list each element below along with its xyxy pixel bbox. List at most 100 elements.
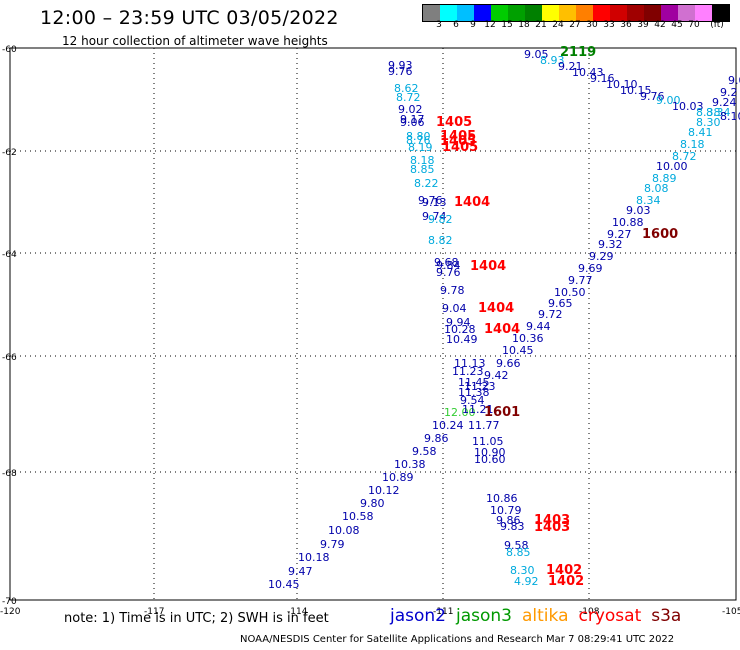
wave-height-reading: 8.34 xyxy=(706,106,731,119)
color-scale-cell xyxy=(542,5,559,21)
color-scale-cell xyxy=(559,5,576,21)
wave-height-reading: 10.12 xyxy=(368,484,400,497)
color-scale-label: 6 xyxy=(453,20,459,30)
wave-height-reading: 10.10 xyxy=(606,78,638,91)
time-label: 1600 xyxy=(642,227,678,242)
color-scale-label: 21 xyxy=(535,20,547,30)
wave-height-reading: 8.89 xyxy=(652,172,677,185)
time-label: 1402 xyxy=(546,563,582,578)
wave-height-reading: 9.54 xyxy=(460,394,485,407)
legend-cryosat: cryosat xyxy=(578,606,642,626)
wave-height-reading: 9.83 xyxy=(500,520,525,533)
wave-height-reading: 10.36 xyxy=(512,332,544,345)
color-scale-cell xyxy=(491,5,508,21)
wave-height-reading: 8.85 xyxy=(506,546,531,559)
wave-height-reading: 9.72 xyxy=(538,308,563,321)
wave-height-reading: 9.74 xyxy=(422,210,447,223)
wave-height-reading: 9.03 xyxy=(626,204,651,217)
wave-height-reading: 9.79 xyxy=(320,538,345,551)
wave-height-reading: 8.72 xyxy=(396,91,421,104)
wave-height-reading: 11.05 xyxy=(472,435,504,448)
color-scale-cell xyxy=(644,5,661,21)
wave-height-reading: 8.22 xyxy=(414,177,439,190)
wave-height-reading: 9.29 xyxy=(589,250,614,263)
wave-height-reading: 9.82 xyxy=(428,213,453,226)
color-scale-label: 12 xyxy=(484,20,496,30)
wave-height-reading: 10.89 xyxy=(382,471,414,484)
footer-note: note: 1) Time is in UTC; 2) SWH is in fe… xyxy=(64,611,329,626)
wave-height-reading: 8.80 xyxy=(406,130,431,143)
lon-label: -114 xyxy=(287,607,308,617)
wave-height-reading: 9.80 xyxy=(360,497,385,510)
color-scale-label: 70 xyxy=(688,20,700,30)
wave-height-reading: 8.72 xyxy=(672,150,697,163)
wave-height-reading: 9.76 xyxy=(640,90,665,103)
wave-height-reading: 9.21 xyxy=(558,60,583,73)
wave-height-reading: 8.76 xyxy=(406,134,431,147)
wave-height-reading: 8.41 xyxy=(688,126,713,139)
wave-height-reading: 10.45 xyxy=(268,578,300,591)
wave-height-reading: 10.50 xyxy=(554,286,586,299)
color-scale-cell xyxy=(661,5,678,21)
wave-height-reading: 9.86 xyxy=(496,514,521,527)
wave-height-reading: 9.58 xyxy=(412,445,437,458)
wave-height-reading: 10.43 xyxy=(572,66,604,79)
wave-height-reading: 9.27 xyxy=(607,228,632,241)
color-scale-labels: 3 6 9 12 15 18 21 24 27 30 33 36 39 42 45 70 (ft) xyxy=(422,20,728,34)
wave-height-reading: 8.18 xyxy=(680,138,705,151)
wave-height-reading: 9.47 xyxy=(288,565,313,578)
wave-height-reading: 9.68 xyxy=(434,256,459,269)
wave-height-reading: 10.86 xyxy=(486,492,518,505)
wave-height-reading: 8.85 xyxy=(410,163,435,176)
wave-height-reading: 10.28 xyxy=(444,323,476,336)
wave-height-reading: 9.76 xyxy=(436,266,461,279)
color-scale-cell xyxy=(678,5,695,21)
lat-label: -66 xyxy=(2,353,17,363)
wave-height-reading: 9.06 xyxy=(400,116,425,129)
color-scale-label: 36 xyxy=(620,20,632,30)
wave-height-reading: 9.94 xyxy=(446,316,471,329)
wave-height-reading: 11.13 xyxy=(454,357,486,370)
credit-line: NOAA/NESDIS Center for Satellite Applica… xyxy=(240,634,675,645)
wave-height-reading: 9.16 xyxy=(590,72,615,85)
color-scale-cell xyxy=(457,5,474,21)
wave-height-reading: 9.17 xyxy=(400,113,425,126)
legend-jason3: jason3 xyxy=(456,606,512,626)
color-scale-label: 45 xyxy=(671,20,683,30)
wave-height-reading: 9.04 xyxy=(442,302,467,315)
wave-height-reading: 9.65 xyxy=(548,297,573,310)
plot-frame xyxy=(9,47,737,601)
wave-height-reading: 9.93 xyxy=(388,59,413,72)
wave-height-reading: 8.82 xyxy=(428,234,453,247)
wave-height-reading: 10.90 xyxy=(474,446,506,459)
wave-height-reading: 10.88 xyxy=(612,216,644,229)
wave-height-reading: 10.49 xyxy=(446,333,478,346)
wave-height-reading: 10.38 xyxy=(394,458,426,471)
time-label: 2119 xyxy=(560,45,596,60)
wave-height-reading: 8.19 xyxy=(408,141,433,154)
color-scale-cell xyxy=(525,5,542,21)
color-scale-label: 30 xyxy=(586,20,598,30)
wave-height-reading: 8.10 xyxy=(720,110,740,123)
satellite-legend: jason2 jason3 altika cryosat s3a xyxy=(390,606,691,626)
wave-height-reading: 10.58 xyxy=(342,510,374,523)
color-scale-label: 18 xyxy=(518,20,530,30)
time-label: 1405 xyxy=(440,134,476,149)
color-scale-cell xyxy=(576,5,593,21)
lon-label: -108 xyxy=(579,607,600,617)
wave-height-reading: 10.08 xyxy=(328,524,360,537)
wave-height-reading: 8.93 xyxy=(540,54,565,67)
time-label: 1404 xyxy=(454,195,490,210)
wave-height-reading: 9.44 xyxy=(526,320,551,333)
wave-height-reading: 10.00 xyxy=(656,160,688,173)
color-scale-cell xyxy=(593,5,610,21)
wave-height-reading: 9.76 xyxy=(418,194,443,207)
lon-label: -105 xyxy=(722,607,740,617)
color-scale-cell xyxy=(423,5,440,21)
legend-s3a: s3a xyxy=(651,606,682,626)
lat-label: -62 xyxy=(2,148,17,158)
lat-label: -60 xyxy=(2,45,17,55)
wave-height-reading: 8.62 xyxy=(394,82,419,95)
wave-height-reading: 10.79 xyxy=(490,504,522,517)
time-label: 1404 xyxy=(484,322,520,337)
